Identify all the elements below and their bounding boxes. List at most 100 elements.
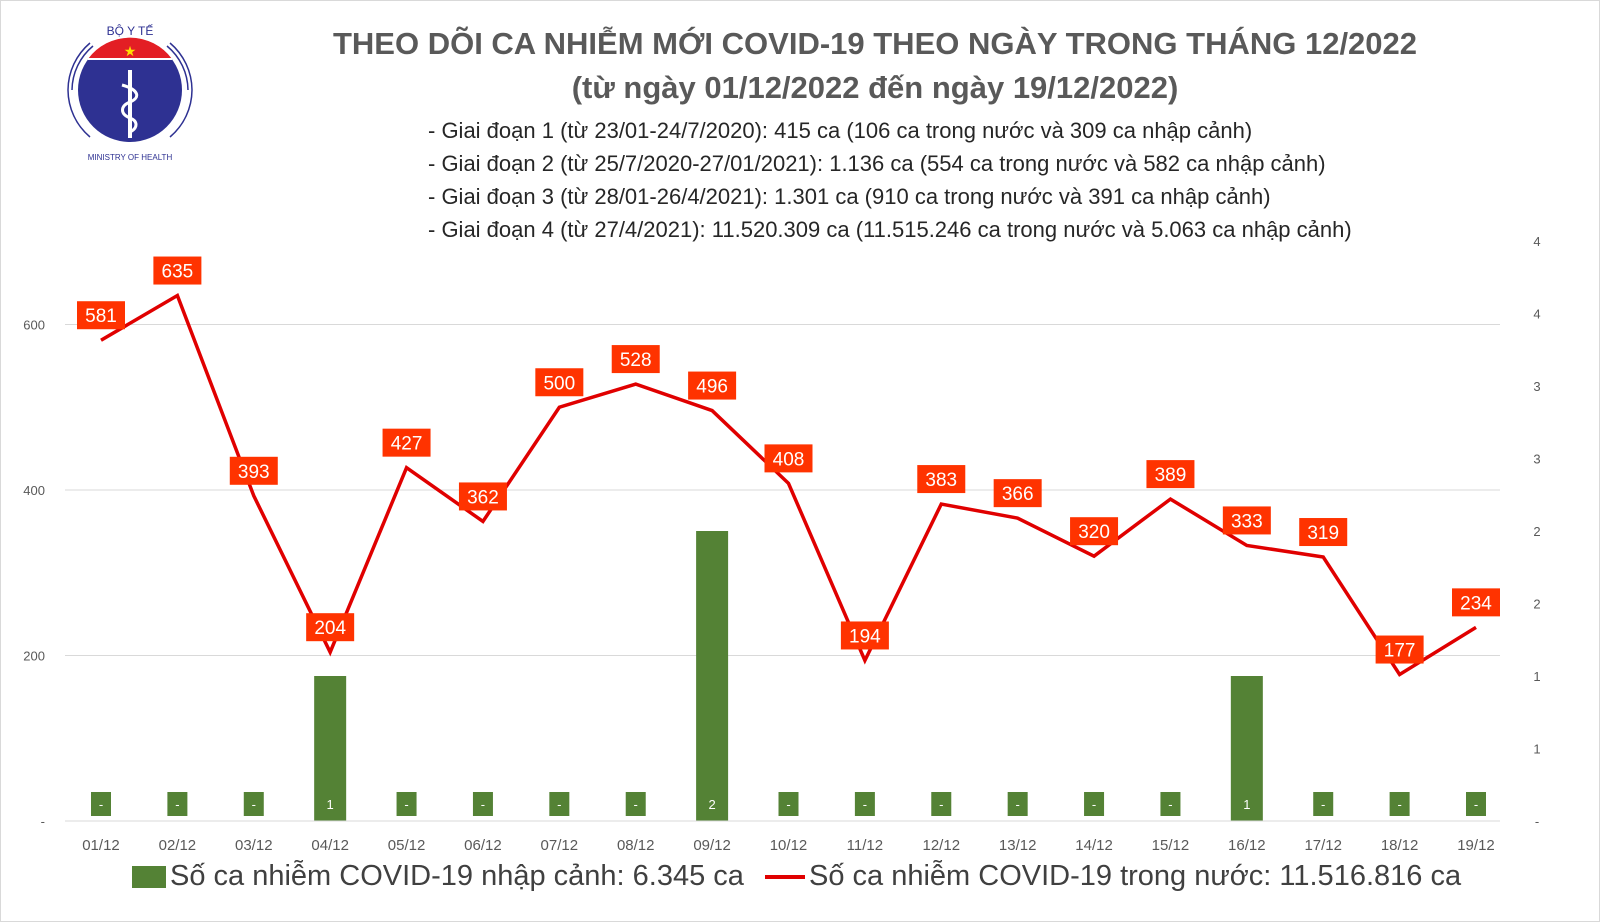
x-tick-label: 08/12 (617, 837, 655, 854)
x-tick-label: 10/12 (770, 837, 808, 854)
svg-text:MINISTRY OF HEALTH: MINISTRY OF HEALTH (88, 153, 173, 162)
bar-data-label: - (1474, 797, 1478, 812)
line-data-label: 320 (1078, 522, 1110, 543)
x-tick-label: 01/12 (82, 837, 120, 854)
bar (1313, 792, 1334, 816)
line-data-label: 389 (1155, 465, 1187, 486)
x-tick-label: 13/12 (999, 837, 1037, 854)
bar-data-label: - (481, 797, 485, 812)
bar (625, 792, 646, 816)
line-data-label: 393 (238, 462, 270, 483)
line-data-label: 427 (391, 434, 423, 455)
x-tick-label: 03/12 (235, 837, 273, 854)
bar (931, 792, 952, 816)
legend-label: Số ca nhiễm COVID-19 trong nước: 11.516.… (809, 860, 1462, 892)
bar-data-label: - (175, 797, 179, 812)
phase-note: - Giai đoạn 2 (từ 25/7/2020-27/01/2021):… (428, 151, 1326, 176)
line-data-label: 362 (467, 487, 499, 508)
left-tick-label: 400 (23, 483, 45, 498)
line-data-label-box (1375, 635, 1424, 664)
bar (314, 676, 347, 821)
line-data-label-box (1222, 506, 1271, 535)
bar-data-label: 2 (708, 797, 715, 812)
bar-data-label: - (786, 797, 790, 812)
line-data-label: 635 (162, 262, 194, 283)
x-tick-label: 19/12 (1457, 837, 1495, 854)
right-tick-label: 1 (1533, 669, 1540, 684)
line-data-label-box (1452, 588, 1500, 617)
line-data-label-box (77, 301, 125, 330)
x-tick-label: 02/12 (159, 837, 197, 854)
right-tick-label: 2 (1533, 597, 1540, 612)
right-tick-label: 1 (1533, 742, 1540, 757)
svg-text:★: ★ (124, 43, 137, 59)
left-tick-label: 200 (23, 649, 45, 664)
bar (1389, 792, 1410, 816)
line-data-label-box (535, 368, 584, 397)
bar (1007, 792, 1028, 816)
line-data-label: 500 (543, 373, 575, 394)
bar-data-label: - (1015, 797, 1019, 812)
line-data-label-box (764, 444, 813, 473)
bar (91, 792, 111, 816)
x-tick-label: 12/12 (923, 837, 961, 854)
legend-item-line: Số ca nhiễm COVID-19 trong nước: 11.516.… (765, 860, 1461, 893)
right-tick-label: 3 (1533, 452, 1540, 467)
legend-swatch-line (765, 874, 805, 879)
line-data-label-box (688, 371, 737, 400)
bar-data-label: - (1168, 797, 1172, 812)
bar-data-label: 1 (1243, 797, 1250, 812)
line-data-label-box (458, 482, 507, 511)
line-data-label: 177 (1384, 641, 1416, 662)
x-tick-label: 11/12 (847, 837, 883, 854)
line-data-label-box (1070, 517, 1119, 546)
svg-text:BỘ Y TẾ: BỘ Y TẾ (107, 23, 154, 38)
line-data-label-box (153, 256, 202, 285)
line-series (100, 292, 1477, 677)
line-data-label-box (1299, 518, 1348, 547)
bar-data-label: - (1397, 797, 1401, 812)
x-tick-label: 17/12 (1304, 837, 1342, 854)
line-data-label: 194 (849, 626, 881, 647)
bar (1230, 676, 1263, 821)
right-tick-label: 4 (1533, 307, 1540, 322)
bar-data-label: - (1092, 797, 1096, 812)
phase-note: - Giai đoạn 4 (từ 27/4/2021): 11.520.309… (428, 217, 1352, 242)
right-tick-label: 2 (1533, 524, 1540, 539)
bar (396, 792, 417, 816)
x-tick-label: 18/12 (1381, 837, 1419, 854)
bar-data-label: - (404, 797, 408, 812)
bar-data-label: - (252, 797, 256, 812)
x-tick-label: 09/12 (693, 837, 731, 854)
bar (1084, 792, 1105, 816)
bar-data-label: - (939, 797, 943, 812)
phase-note: - Giai đoạn 3 (từ 28/01-26/4/2021): 1.30… (428, 184, 1271, 209)
bar (854, 792, 875, 816)
line-data-label: 333 (1231, 511, 1263, 532)
left-tick-label: - (41, 814, 45, 829)
bar-data-label: - (557, 797, 561, 812)
bar (778, 792, 799, 816)
bar (167, 792, 188, 816)
line-data-label: 496 (696, 377, 728, 398)
x-tick-label: 14/12 (1075, 837, 1113, 854)
line-data-label-box (229, 456, 278, 485)
x-tick-label: 05/12 (388, 837, 426, 854)
x-tick-label: 15/12 (1152, 837, 1190, 854)
x-tick-label: 06/12 (464, 837, 502, 854)
legend-label: Số ca nhiễm COVID-19 nhập cảnh: 6.345 ca (170, 860, 744, 892)
right-tick-label: - (1535, 814, 1539, 829)
x-tick-label: 07/12 (541, 837, 579, 854)
left-tick-label: 600 (23, 318, 45, 333)
line-data-label-box (306, 613, 355, 642)
line-data-label-box (611, 345, 660, 374)
bar-data-label: - (863, 797, 867, 812)
bar-data-label: 1 (327, 797, 334, 812)
line-data-label-box (1146, 460, 1195, 489)
chart-subtitle: (từ ngày 01/12/2022 đến ngày 19/12/2022) (571, 70, 1179, 105)
bar (1160, 792, 1181, 816)
line-data-label: 234 (1460, 593, 1492, 614)
bar-data-label: - (99, 797, 103, 812)
bar (243, 792, 264, 816)
chart-title: THEO DÕI CA NHIỄM MỚI COVID-19 THEO NGÀY… (332, 26, 1418, 61)
